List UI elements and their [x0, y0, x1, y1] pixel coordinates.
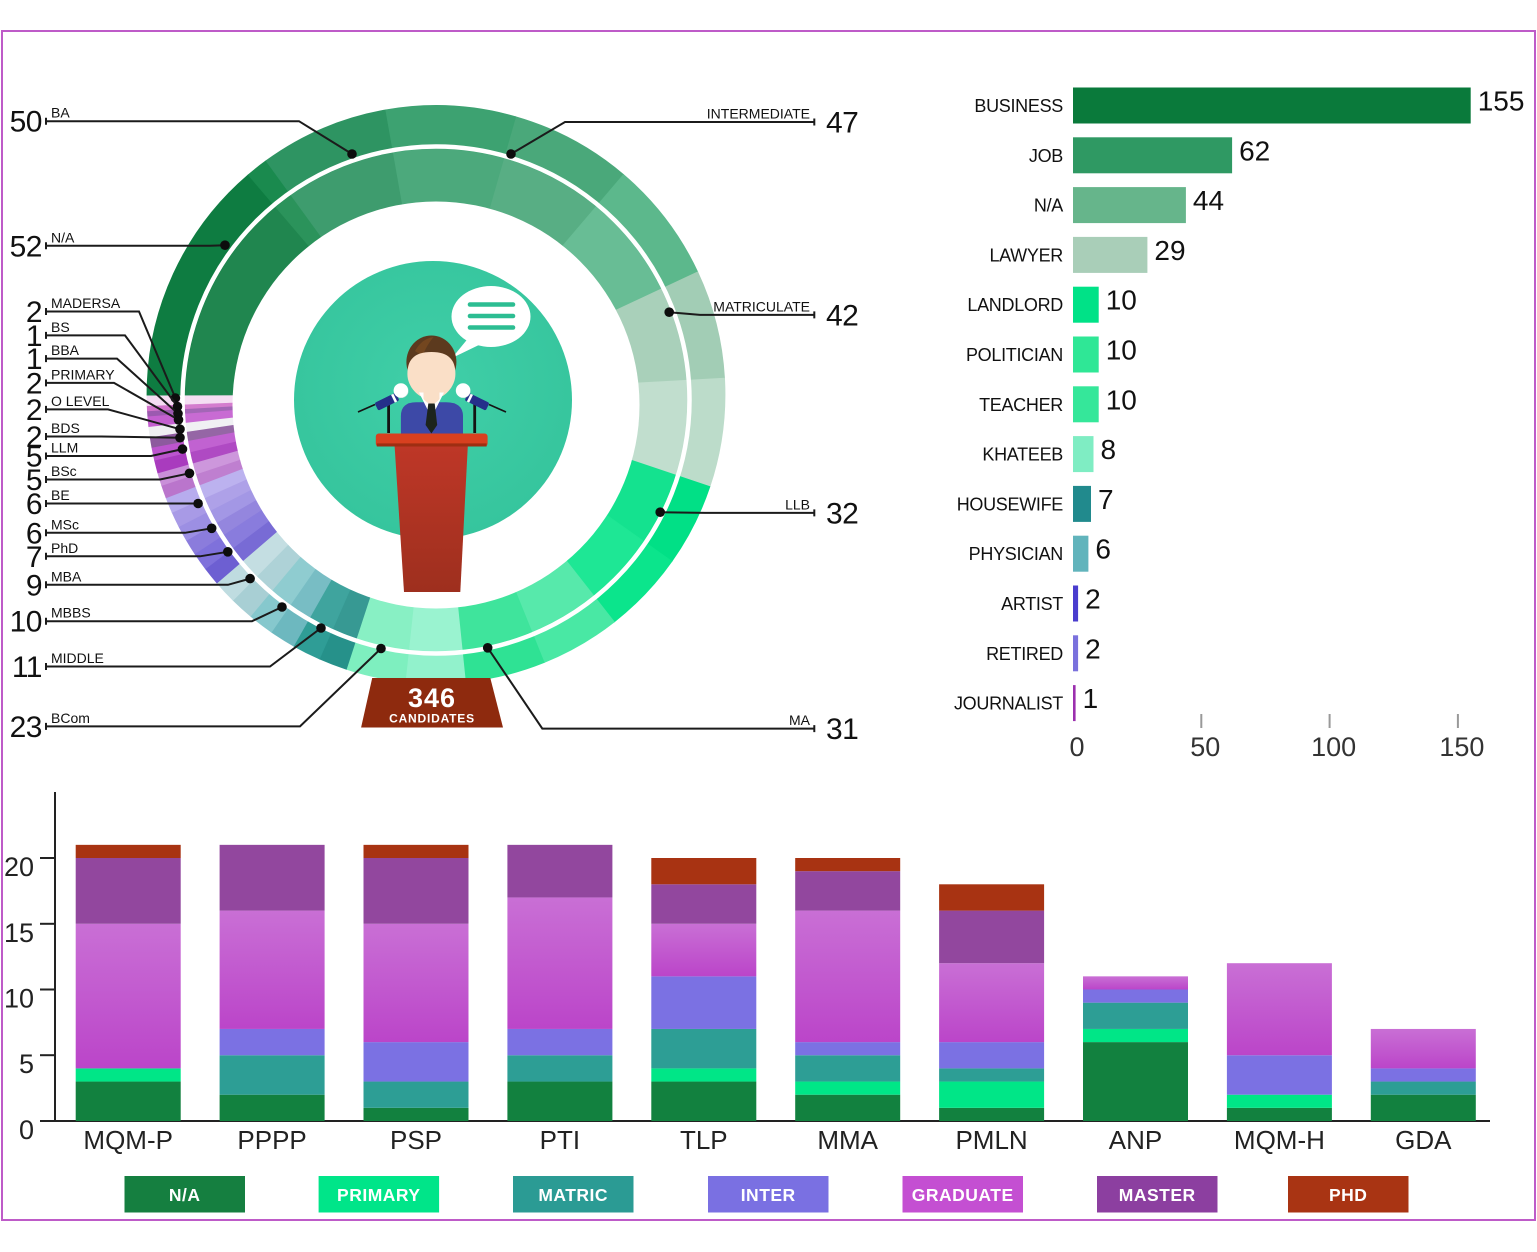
svg-text:TLP: TLP [680, 1125, 728, 1155]
svg-text:INTER: INTER [741, 1185, 796, 1205]
svg-text:MQM-H: MQM-H [1234, 1125, 1325, 1155]
svg-text:CANDIDATES: CANDIDATES [389, 712, 475, 726]
svg-text:7: 7 [26, 541, 42, 574]
svg-text:10: 10 [4, 984, 34, 1014]
svg-text:BDS: BDS [51, 420, 80, 436]
svg-text:MQM-P: MQM-P [83, 1125, 173, 1155]
svg-text:PMLN: PMLN [955, 1125, 1027, 1155]
svg-text:LAWYER: LAWYER [989, 245, 1063, 265]
svg-text:1: 1 [1083, 683, 1099, 714]
svg-text:TEACHER: TEACHER [979, 395, 1063, 415]
svg-text:MBBS: MBBS [51, 605, 91, 621]
svg-text:2: 2 [26, 367, 42, 400]
svg-text:10: 10 [1106, 285, 1137, 316]
svg-text:2: 2 [26, 394, 42, 427]
svg-text:PRIMARY: PRIMARY [51, 366, 115, 382]
svg-text:62: 62 [1239, 135, 1270, 166]
svg-text:MASTER: MASTER [1119, 1185, 1196, 1205]
svg-text:MSc: MSc [51, 516, 79, 532]
svg-text:11: 11 [12, 651, 42, 684]
svg-text:2: 2 [1085, 584, 1101, 615]
svg-text:BS: BS [51, 319, 70, 335]
svg-text:MATRIC: MATRIC [538, 1185, 608, 1205]
svg-text:MADERSA: MADERSA [51, 295, 121, 311]
svg-text:2: 2 [1085, 633, 1101, 664]
svg-text:N/A: N/A [51, 229, 75, 245]
svg-text:6: 6 [26, 488, 42, 521]
svg-text:N/A: N/A [1034, 196, 1063, 216]
svg-text:BE: BE [51, 487, 70, 503]
svg-text:23: 23 [10, 711, 42, 744]
svg-text:5: 5 [26, 441, 42, 474]
svg-text:155: 155 [1478, 86, 1525, 117]
svg-text:BUSINESS: BUSINESS [974, 96, 1063, 116]
svg-text:MMA: MMA [817, 1125, 878, 1155]
svg-text:42: 42 [826, 299, 858, 332]
svg-text:8: 8 [1101, 434, 1117, 465]
svg-text:50: 50 [10, 106, 42, 139]
svg-text:20: 20 [4, 852, 34, 882]
svg-text:PHYSICIAN: PHYSICIAN [969, 544, 1063, 564]
svg-text:15: 15 [4, 918, 34, 948]
svg-text:PSP: PSP [390, 1125, 442, 1155]
svg-text:10: 10 [10, 606, 42, 639]
svg-text:BBA: BBA [51, 342, 80, 358]
svg-text:MA: MA [789, 712, 811, 728]
svg-text:HOUSEWIFE: HOUSEWIFE [957, 494, 1064, 514]
svg-text:BA: BA [51, 105, 70, 121]
svg-text:9: 9 [26, 569, 42, 602]
svg-text:JOURNALIST: JOURNALIST [954, 694, 1063, 714]
svg-text:PhD: PhD [51, 540, 78, 556]
svg-text:JOB: JOB [1029, 146, 1063, 166]
svg-text:7: 7 [1098, 484, 1114, 515]
svg-text:10: 10 [1106, 384, 1137, 415]
svg-text:PHD: PHD [1329, 1185, 1367, 1205]
svg-text:INTERMEDIATE: INTERMEDIATE [707, 106, 810, 122]
svg-text:0: 0 [1069, 732, 1084, 762]
svg-text:GDA: GDA [1395, 1125, 1452, 1155]
svg-text:1: 1 [26, 320, 42, 353]
svg-text:2: 2 [26, 296, 42, 329]
svg-text:150: 150 [1439, 732, 1484, 762]
svg-text:BCom: BCom [51, 710, 90, 726]
svg-text:LANDLORD: LANDLORD [967, 295, 1063, 315]
svg-text:5: 5 [26, 464, 42, 497]
svg-text:RETIRED: RETIRED [986, 644, 1063, 664]
svg-text:5: 5 [19, 1049, 34, 1079]
svg-text:31: 31 [826, 713, 858, 746]
svg-text:GRADUATE: GRADUATE [912, 1185, 1014, 1205]
svg-text:PTI: PTI [540, 1125, 580, 1155]
svg-text:O LEVEL: O LEVEL [51, 393, 110, 409]
svg-text:6: 6 [26, 517, 42, 550]
svg-text:LLB: LLB [785, 496, 810, 512]
svg-text:MATRICULATE: MATRICULATE [713, 298, 810, 314]
svg-text:50: 50 [1190, 732, 1220, 762]
svg-text:44: 44 [1193, 185, 1224, 216]
svg-text:BSc: BSc [51, 463, 77, 479]
svg-text:346: 346 [408, 683, 456, 713]
svg-text:KHATEEB: KHATEEB [982, 445, 1063, 465]
svg-text:PPPP: PPPP [237, 1125, 306, 1155]
svg-text:6: 6 [1095, 534, 1111, 565]
svg-text:47: 47 [826, 107, 858, 140]
svg-text:LLM: LLM [51, 440, 78, 456]
svg-text:10: 10 [1106, 335, 1137, 366]
svg-text:52: 52 [10, 230, 42, 263]
svg-text:100: 100 [1311, 732, 1356, 762]
svg-text:1: 1 [26, 343, 42, 376]
svg-text:MIDDLE: MIDDLE [51, 650, 104, 666]
svg-text:32: 32 [826, 497, 858, 530]
svg-text:2: 2 [26, 421, 42, 454]
svg-text:MBA: MBA [51, 568, 82, 584]
svg-text:ARTIST: ARTIST [1001, 594, 1063, 614]
svg-text:29: 29 [1154, 235, 1185, 266]
svg-text:0: 0 [19, 1115, 34, 1145]
svg-text:N/A: N/A [169, 1185, 201, 1205]
svg-text:POLITICIAN: POLITICIAN [966, 345, 1063, 365]
svg-text:PRIMARY: PRIMARY [337, 1185, 421, 1205]
svg-text:ANP: ANP [1109, 1125, 1162, 1155]
